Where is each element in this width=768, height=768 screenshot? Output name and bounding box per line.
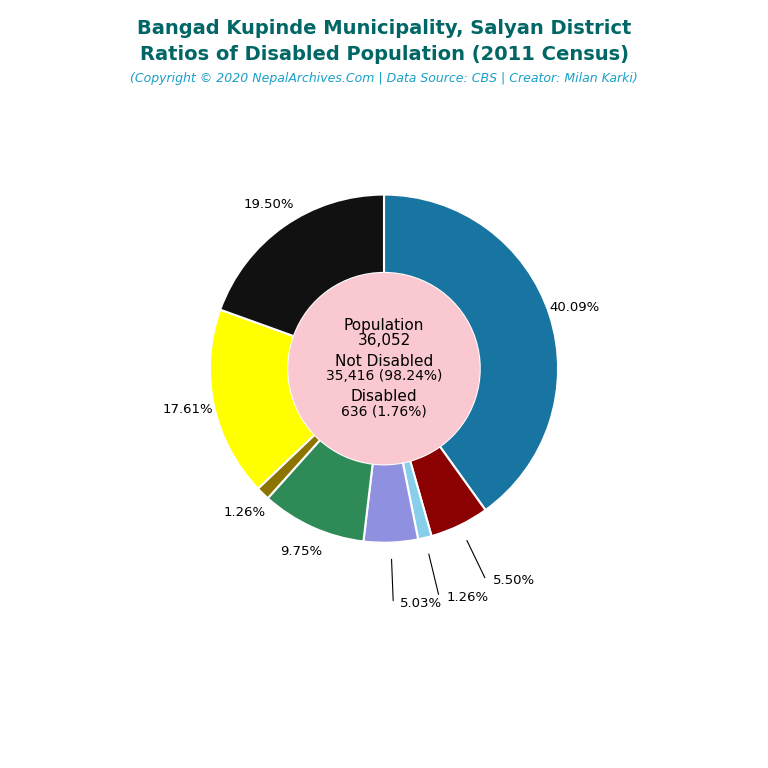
Text: 5.03%: 5.03% — [400, 597, 442, 610]
Text: 17.61%: 17.61% — [163, 403, 214, 416]
Text: (Copyright © 2020 NepalArchives.Com | Data Source: CBS | Creator: Milan Karki): (Copyright © 2020 NepalArchives.Com | Da… — [130, 72, 638, 85]
Text: 5.50%: 5.50% — [493, 574, 535, 587]
Text: 9.75%: 9.75% — [280, 545, 323, 558]
Text: 1.26%: 1.26% — [446, 591, 488, 604]
Wedge shape — [402, 461, 432, 539]
Text: 636 (1.76%): 636 (1.76%) — [341, 405, 427, 419]
Wedge shape — [220, 194, 384, 336]
Text: Not Disabled: Not Disabled — [335, 354, 433, 369]
Text: 40.09%: 40.09% — [549, 301, 600, 314]
Wedge shape — [258, 435, 320, 498]
Text: Bangad Kupinde Municipality, Salyan District: Bangad Kupinde Municipality, Salyan Dist… — [137, 19, 631, 38]
Text: 19.50%: 19.50% — [243, 198, 294, 211]
Text: Ratios of Disabled Population (2011 Census): Ratios of Disabled Population (2011 Cens… — [140, 45, 628, 64]
Circle shape — [288, 273, 480, 465]
Text: 35,416 (98.24%): 35,416 (98.24%) — [326, 369, 442, 383]
Wedge shape — [410, 446, 485, 536]
Text: 1.26%: 1.26% — [223, 506, 266, 518]
Text: 36,052: 36,052 — [357, 333, 411, 348]
Wedge shape — [384, 194, 558, 510]
Text: Population: Population — [344, 318, 424, 333]
Wedge shape — [210, 310, 315, 488]
Text: Disabled: Disabled — [351, 389, 417, 405]
Wedge shape — [363, 462, 418, 543]
Wedge shape — [268, 440, 372, 541]
